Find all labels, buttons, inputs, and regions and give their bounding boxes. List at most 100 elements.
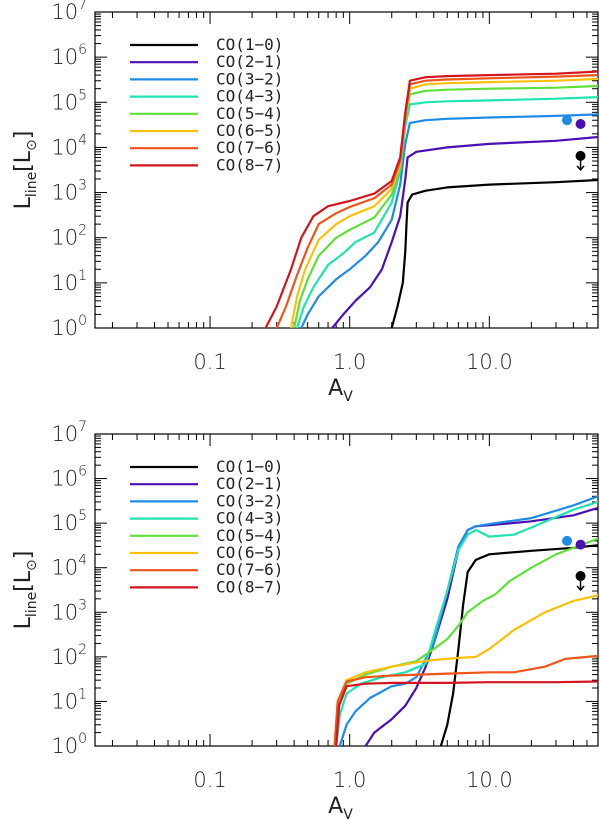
x-axis-label: AV [328,794,353,823]
y-tick-label: 101 [51,268,87,295]
y-tick-base: 10 [51,316,78,340]
series-line-CO(7-6) [333,654,598,746]
legend-label: CO(8−7) [216,577,283,596]
y-tick-base: 10 [51,422,78,446]
y-tick-base: 10 [51,226,78,250]
y-tick-label: 101 [51,686,87,713]
y-tick-base: 10 [51,600,78,624]
x-axis-label-sub: V [343,389,353,405]
x-tick-label: 0.1 [193,768,226,792]
y-axis-label-main: L [11,196,36,209]
y-tick-label: 105 [51,508,87,535]
y-tick-exp: 3 [78,597,87,613]
observation-point [575,150,586,161]
y-tick-exp: 7 [78,419,87,435]
series-line-CO(3-2) [338,495,598,746]
plot-frame [94,11,599,329]
y-axis-label-sun: ⊙ [24,139,40,151]
y-tick-label: 100 [51,313,87,340]
series-line-CO(5-4) [293,84,598,328]
y-tick-label: 102 [51,642,87,669]
legend: CO(1−0)CO(2−1)CO(3−2)CO(4−3)CO(5−4)CO(6−… [130,35,283,174]
y-tick-base: 10 [51,0,78,24]
y-axis-label-unit: [L [11,150,36,172]
legend-label: CO(4−3) [216,87,283,106]
y-tick-base: 10 [51,135,78,159]
series-line-CO(8-7) [335,680,598,746]
observation-point [575,571,586,582]
x-axis-label-main: A [328,794,343,819]
legend-label: CO(5−4) [216,104,283,123]
y-tick-base: 10 [51,511,78,535]
x-tick-label: 1.0 [333,768,366,792]
legend-label: CO(3−2) [216,491,283,510]
x-axis-label: AV [328,376,353,405]
y-tick-base: 10 [51,734,78,758]
y-tick-exp: 2 [78,642,87,658]
y-tick-label: 103 [51,597,87,624]
legend-label: CO(1−0) [216,35,283,54]
y-axis-label-close: ] [11,131,36,140]
y-tick-label: 103 [51,178,87,205]
y-axis-label-sub: line [24,172,40,197]
y-tick-exp: 3 [78,178,87,194]
y-tick-exp: 6 [78,464,87,480]
x-tick-label: 0.1 [193,350,226,374]
legend-label: CO(5−4) [216,526,283,545]
y-tick-label: 100 [51,731,87,758]
y-tick-exp: 4 [78,553,87,569]
y-axis-label-unit: [L [11,570,36,592]
y-tick-exp: 7 [78,0,87,13]
x-tick-label: 1.0 [333,350,366,374]
y-tick-label: 104 [51,132,87,159]
legend-label: CO(4−3) [216,509,283,528]
x-axis-label-sub: V [343,807,353,823]
legend-label: CO(6−5) [216,543,283,562]
y-tick-label: 107 [51,0,87,24]
legend-label: CO(2−1) [216,474,283,493]
y-tick-base: 10 [51,271,78,295]
legend: CO(1−0)CO(2−1)CO(3−2)CO(4−3)CO(5−4)CO(6−… [130,457,283,596]
y-tick-label: 105 [51,87,87,114]
plot-frame [94,433,599,747]
y-tick-label: 107 [51,419,87,446]
legend-label: CO(7−6) [216,138,283,157]
y-axis-label: Lline[L⊙] [11,551,40,630]
x-tick-label: 10.0 [466,768,513,792]
y-tick-exp: 6 [78,42,87,58]
legend-label: CO(8−7) [216,155,283,174]
series-line-CO(5-4) [333,537,598,746]
y-tick-exp: 1 [78,268,87,284]
y-tick-base: 10 [51,181,78,205]
y-tick-exp: 4 [78,132,87,148]
series-line-CO(1-0) [390,178,598,328]
x-axis-label-main: A [328,376,343,401]
y-tick-base: 10 [51,689,78,713]
upper-limit-arrow-head [576,165,585,172]
legend-label: CO(7−6) [216,560,283,579]
y-tick-base: 10 [51,645,78,669]
y-axis-label: Lline[L⊙] [11,131,40,210]
y-tick-label: 106 [51,42,87,69]
y-tick-base: 10 [51,90,78,114]
observation-point [575,119,586,130]
series-line-CO(2-1) [364,506,598,746]
legend-label: CO(6−5) [216,121,283,140]
y-tick-exp: 0 [78,313,87,329]
plot-area [333,495,598,746]
observation-point [562,115,573,126]
series-line-CO(6-5) [289,77,598,328]
observation-point [562,535,573,546]
observation-point [575,539,586,550]
y-tick-exp: 0 [78,731,87,747]
y-axis-label-main: L [11,616,36,629]
series-line-CO(2-1) [331,135,598,328]
plot-area [264,70,598,328]
x-tick-label: 10.0 [466,350,513,374]
y-tick-base: 10 [51,556,78,580]
series-line-CO(4-3) [296,96,598,328]
y-tick-exp: 1 [78,686,87,702]
